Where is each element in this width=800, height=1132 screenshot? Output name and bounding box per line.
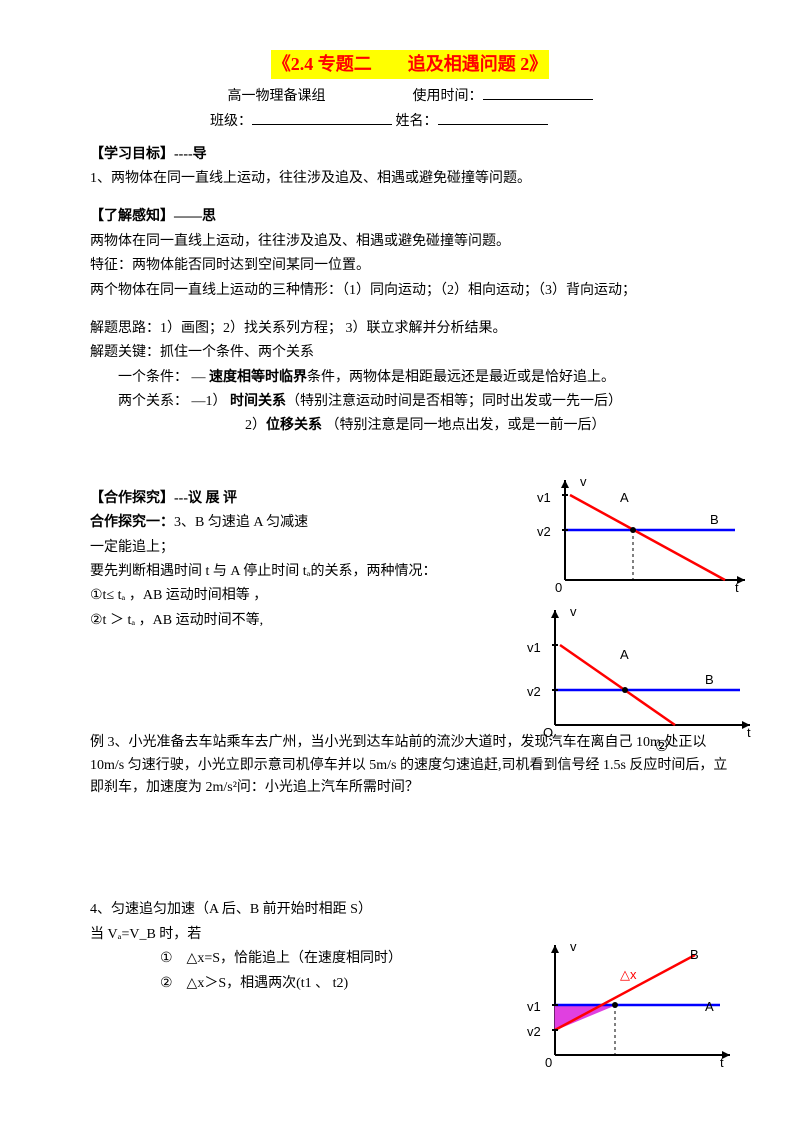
p4-l1: 4、匀速追匀加速（A 后、B 前开始时相距 S） xyxy=(90,899,730,921)
know-l7c: 时间关系 xyxy=(230,394,286,409)
c1-v2: v2 xyxy=(537,522,551,543)
know-l7d: （特别注意运动时间是否相等；同时出发或一先一后） xyxy=(286,394,622,409)
c3-t: t xyxy=(720,1053,724,1074)
c3-o: 0 xyxy=(545,1053,552,1074)
c3-B: B xyxy=(690,945,699,966)
c1-A: A xyxy=(620,488,629,509)
title-row: 《2.4 专题二 追及相遇问题 2》 xyxy=(90,50,730,79)
know-l6c: 速度相等时临界 xyxy=(209,370,307,385)
name-label: 姓名： xyxy=(396,114,438,129)
know-l6a: 一个条件： xyxy=(118,370,188,385)
coop-t1: 合作探究一： xyxy=(90,515,174,530)
know-l8: 2）位移关系 （特别注意是同一地点出发，或是一前一后） xyxy=(90,415,730,437)
know-l8c: （特别注意是同一地点出发，或是一前一后） xyxy=(322,418,606,433)
c3-v2: v2 xyxy=(527,1022,541,1043)
know-header: 【了解感知】——思 xyxy=(90,206,730,228)
c1-v: v xyxy=(580,472,587,493)
page-title: 《2.4 专题二 追及相遇问题 2》 xyxy=(271,50,550,79)
use-time-blank xyxy=(483,85,593,100)
c1-t: t xyxy=(735,578,739,599)
know-l7a: 两个关系： xyxy=(118,394,188,409)
know-l6: 一个条件： — 速度相等时临界条件，两物体是相距最远还是最近或是恰好追上。 xyxy=(90,367,730,389)
class-label: 班级： xyxy=(210,114,252,129)
c2-v2: v2 xyxy=(527,682,541,703)
know-l6b: — xyxy=(192,370,206,385)
know-l1: 两物体在同一直线上运动，往往涉及追及、相遇或避免碰撞等问题。 xyxy=(90,231,730,253)
c2-B: B xyxy=(705,670,714,691)
c3-dx: △x xyxy=(620,965,637,986)
goal-header: 【学习目标】----导 xyxy=(90,144,730,166)
chart-3: v1 v2 v 0 t A B △x xyxy=(515,935,745,1080)
c2-v: v xyxy=(570,602,577,623)
know-l8b: 位移关系 xyxy=(266,418,322,433)
know-l4: 解题思路：1）画图；2）找关系列方程； 3）联立求解并分析结果。 xyxy=(90,318,730,340)
meta-row-2: 班级： 姓名： xyxy=(90,110,730,133)
use-time-label: 使用时间： xyxy=(413,89,483,104)
coop-t1b: 3、B 匀速追 A 匀减速 xyxy=(174,515,308,530)
know-l6d: 条件，两物体是相距最远还是最近或是恰好追上。 xyxy=(307,370,615,385)
c2-t: t xyxy=(747,723,751,744)
c2-v1: v1 xyxy=(527,638,541,659)
chart-1: v1 v2 v 0 t A B xyxy=(525,470,755,600)
name-blank xyxy=(438,110,548,125)
class-blank xyxy=(252,110,392,125)
c3-v1: v1 xyxy=(527,997,541,1018)
know-l8a: 2） xyxy=(245,418,266,433)
c2-A: A xyxy=(620,645,629,666)
chart-2: v1 v2 v O t A B ② xyxy=(515,600,765,760)
c2-o: O xyxy=(543,723,553,744)
know-l7b: —1） xyxy=(192,394,227,409)
page: 《2.4 专题二 追及相遇问题 2》 高一物理备课组 使用时间： 班级： 姓名：… xyxy=(0,0,800,1047)
know-l5: 解题关键：抓住一个条件、两个关系 xyxy=(90,342,730,364)
c3-A: A xyxy=(705,997,714,1018)
c1-B: B xyxy=(710,510,719,531)
know-l2: 特征：两物体能否同时达到空间某同一位置。 xyxy=(90,255,730,277)
know-l3: 两个物体在同一直线上运动的三种情形：（1）同向运动；（2）相向运动；（3）背向运… xyxy=(90,280,730,302)
c1-v1: v1 xyxy=(537,488,551,509)
meta-row-1: 高一物理备课组 使用时间： xyxy=(90,85,730,108)
c3-v: v xyxy=(570,937,577,958)
know-l7: 两个关系： —1） 时间关系（特别注意运动时间是否相等；同时出发或一先一后） xyxy=(90,391,730,413)
c2-num: ② xyxy=(655,735,668,759)
group-label: 高一物理备课组 xyxy=(228,89,326,104)
goal-line1: 1、两物体在同一直线上运动，往往涉及追及、相遇或避免碰撞等问题。 xyxy=(90,168,730,190)
c1-o: 0 xyxy=(555,578,562,599)
